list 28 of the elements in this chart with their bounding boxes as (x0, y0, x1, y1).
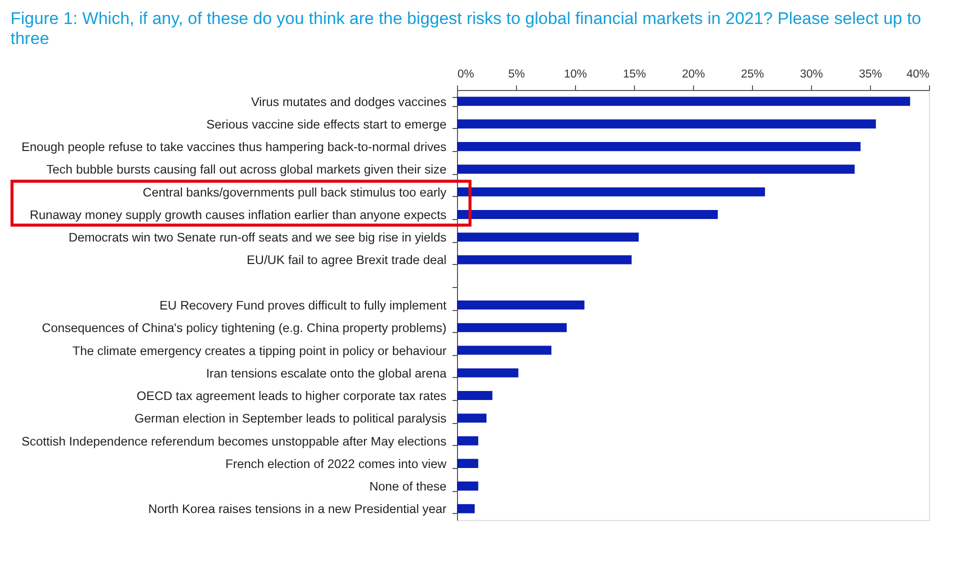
y-tick-label: Consequences of China's policy tightening (e.g. China property problems) (42, 321, 446, 336)
y-tick-label: Scottish Independence referendum becomes unstoppable after May elections (22, 434, 446, 448)
y-tick-label: Democrats win two Senate run-off seats and we see big rise in yields (68, 230, 446, 245)
y-tick-label: The climate emergency creates a tipping point in policy or behaviour (72, 344, 446, 358)
x-tick-label: 0% (458, 68, 474, 80)
x-tick-label: 40% (906, 68, 930, 80)
x-tick-label: 30% (800, 68, 824, 80)
x-tick-label: 10% (564, 68, 588, 80)
y-tick-label: North Korea raises tensions in a new Presidential year (148, 502, 446, 516)
y-tick-label: Tech bubble bursts causing fall out across global markets given their size (46, 162, 447, 177)
y-tick-label: EU Recovery Fund proves difficult to fully implement (160, 298, 448, 312)
x-tick-label: 5% (508, 68, 525, 80)
x-tick-label: 25% (740, 68, 764, 80)
y-tick-label: None of these (369, 480, 447, 494)
chart-title: Figure 1: Which, if any, of these do you think are the biggest risks to global financial markets in 2021? Please select up to three (10, 9, 922, 48)
x-tick-label: 35% (858, 68, 882, 80)
y-tick-label: Runaway money supply growth causes inflation earlier than anyone expects (30, 208, 446, 222)
x-tick-label: 20% (682, 68, 706, 80)
y-tick-label: Virus mutates and dodges vaccines (251, 94, 446, 109)
y-tick-label: French election of 2022 comes into view (225, 456, 447, 471)
y-tick-label: Serious vaccine side effects start to emerge (206, 117, 447, 132)
y-tick-label: EU/UK fail to agree Brexit trade deal (246, 253, 446, 268)
y-tick-label: Iran tensions escalate onto the global arena (206, 366, 447, 380)
x-tick-label: 15% (622, 68, 646, 80)
y-tick-label: Central banks/governments pull back stimulus too early (142, 185, 448, 200)
y-tick-label: OECD tax agreement leads to higher corporate tax rates (136, 389, 446, 404)
y-tick-label: Enough people refuse to take vaccines thus hampering back-to-normal drives (22, 140, 446, 154)
y-tick-label: German election in September leads to political paralysis (134, 412, 446, 426)
